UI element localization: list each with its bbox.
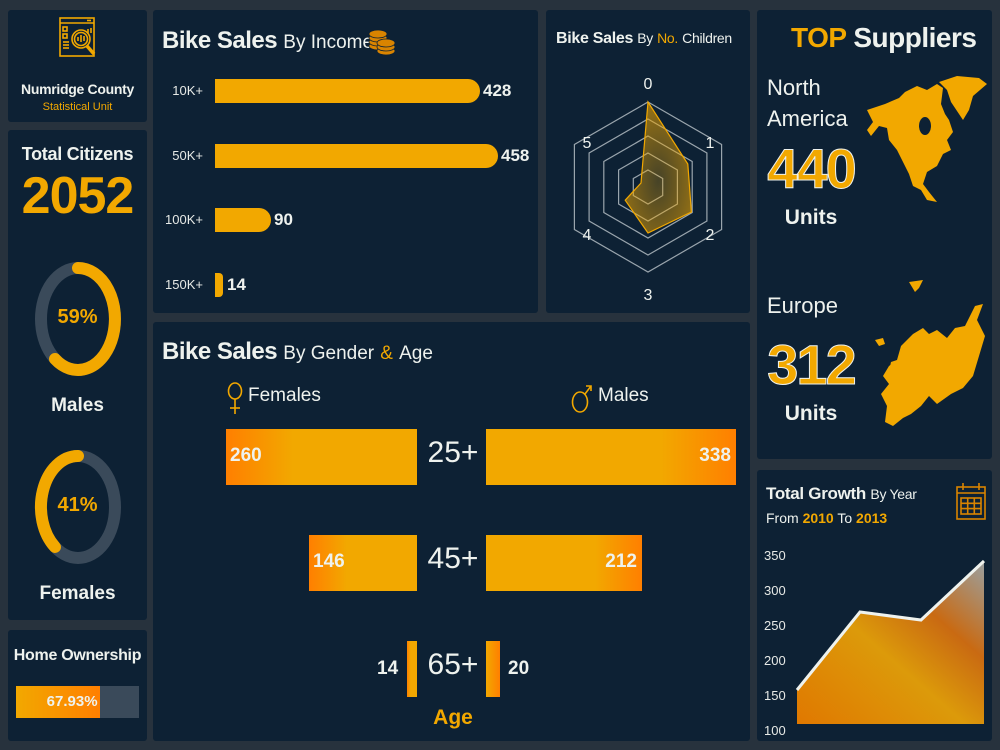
males-legend-label: Males (598, 385, 649, 406)
income-bar-value: 458 (501, 146, 530, 165)
female-bar-value: 14 (377, 658, 399, 679)
coins-icon (368, 29, 396, 56)
income-title: Bike Sales By Income (162, 27, 374, 54)
income-bar-row: 100K+ 90 (153, 208, 538, 232)
females-label: Females (39, 583, 116, 604)
age-group-label: 65+ (427, 648, 479, 681)
north-america-map-icon (867, 76, 987, 202)
org-unit: Statistical Unit (42, 101, 113, 113)
income-bar (215, 273, 223, 297)
female-bar (407, 641, 417, 697)
income-bar (215, 79, 480, 103)
male-bar (486, 641, 500, 697)
europe-map-icon (875, 280, 985, 426)
radar-axis-label: 1 (706, 135, 715, 152)
female-bar: 260 (226, 429, 417, 485)
growth-y-axis: 350 300 250 200 150 100 (764, 548, 786, 738)
home-ownership-progress: 67.93% (16, 686, 139, 718)
income-bar-label: 100K+ (165, 212, 203, 227)
supplier-region-name: North America (767, 75, 848, 131)
home-ownership-panel: Home Ownership 67.93% (8, 630, 147, 741)
radar-axis-label: 0 (644, 76, 653, 93)
income-bar-row: 10K+ 428 (153, 79, 538, 103)
males-donut-chart (35, 262, 121, 376)
gender-age-panel: Bike Sales By Gender & Age Females Males… (153, 322, 750, 741)
supplier-region-unit: Units (784, 402, 838, 425)
male-bar: 212 (486, 535, 642, 591)
age-group-label: 25+ (427, 436, 479, 469)
radar-axis-label: 3 (644, 287, 653, 304)
income-bar-row: 150K+ 14 (153, 273, 538, 297)
female-bar-value: 260 (230, 445, 262, 466)
females-donut-chart (34, 449, 121, 564)
income-bar-value: 428 (483, 81, 512, 100)
children-title: Bike Sales By No. Children (556, 30, 732, 47)
female-bar: 146 (309, 535, 417, 591)
income-panel: Bike Sales By Income 10K+ 428 50K+ 458 1… (153, 10, 538, 313)
home-ownership-title: Home Ownership (13, 647, 142, 664)
income-bar-label: 150K+ (165, 277, 203, 292)
age-group-label: 45+ (427, 542, 479, 575)
suppliers-title: TOP Suppliers (791, 22, 977, 53)
income-bar (215, 144, 498, 168)
supplier-region-name: Europe (767, 293, 838, 318)
home-ownership-value: 67.93% (46, 693, 98, 710)
females-percent: 41% (57, 494, 98, 516)
radar-axis-label: 5 (583, 135, 592, 152)
income-bar (215, 208, 271, 232)
income-bar-value: 14 (227, 275, 246, 294)
female-bar-value: 146 (313, 551, 345, 572)
citizens-total: 2052 (21, 167, 135, 225)
supplier-region-value: 440 (767, 137, 857, 201)
calendar-icon (956, 483, 986, 520)
suppliers-panel: TOP Suppliers North America 440 Units Eu… (757, 10, 992, 459)
radar-axis-label: 2 (706, 227, 715, 244)
growth-panel: Total Growth By Year From 2010 To 2013 3… (757, 470, 992, 741)
income-bar-label: 10K+ (172, 83, 203, 98)
females-legend-label: Females (248, 385, 321, 406)
children-radar-panel: Bike Sales By No. Children 0 1 2 3 4 5 (546, 10, 750, 313)
logo-panel: Numridge County Statistical Unit (8, 10, 147, 122)
male-bar-value: 338 (699, 445, 731, 466)
org-name: Numridge County (21, 81, 134, 97)
radar-axis-label: 4 (583, 227, 592, 244)
growth-subtitle: From 2010 To 2013 (766, 510, 888, 526)
report-magnifier-icon (59, 17, 96, 57)
supplier-region-value: 312 (767, 333, 857, 397)
male-symbol-icon (571, 385, 592, 413)
children-radar-chart: 0 1 2 3 4 5 (573, 76, 723, 304)
income-bar-row: 50K+ 458 (153, 144, 538, 168)
citizens-panel: Total Citizens 2052 59% Males 41% Female… (8, 130, 147, 620)
males-percent: 59% (57, 306, 98, 328)
males-label: Males (51, 395, 104, 416)
income-bar-label: 50K+ (172, 148, 203, 163)
male-bar-value: 212 (605, 551, 637, 572)
income-bar-value: 90 (274, 210, 293, 229)
female-symbol-icon (227, 382, 243, 414)
growth-area-chart (795, 559, 986, 724)
gender-age-title: Bike Sales By Gender & Age (162, 338, 433, 365)
age-axis-label: Age (433, 706, 473, 729)
citizens-title: Total Citizens (21, 144, 134, 164)
male-bar-value: 20 (508, 658, 530, 679)
growth-title: Total Growth By Year (766, 484, 917, 503)
male-bar: 338 (486, 429, 736, 485)
supplier-region-unit: Units (784, 206, 838, 229)
